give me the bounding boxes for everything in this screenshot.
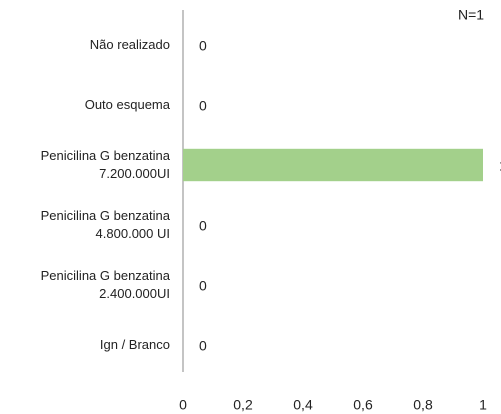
- y-tick-label: Penicilina G benzatina 4.800.000 UI: [40, 208, 170, 241]
- data-label: 0: [199, 98, 207, 114]
- bar: [183, 148, 483, 182]
- y-tick-label: Outo esquema: [84, 97, 170, 112]
- x-tick-label: 0,2: [233, 397, 253, 413]
- y-tick-label: Não realizado: [89, 37, 170, 52]
- data-label: 0: [199, 278, 207, 294]
- data-label: 0: [199, 38, 207, 54]
- y-tick-label: Penicilina G benzatina 2.400.000UI: [40, 268, 170, 301]
- y-tick-label: Penicilina G benzatina 7.200.000UI: [40, 148, 170, 181]
- y-tick-label: Ign / Branco: [99, 337, 170, 352]
- x-tick-label: 0: [179, 397, 187, 413]
- x-tick-label: 0,4: [293, 397, 313, 413]
- data-label: 0: [199, 338, 207, 354]
- x-tick-label: 1: [479, 397, 487, 413]
- data-label: 0: [199, 218, 207, 234]
- data-label: 1: [499, 158, 501, 174]
- x-tick-label: 0,6: [353, 397, 373, 413]
- annotation: N=1: [458, 7, 484, 23]
- x-tick-label: 0,8: [413, 397, 433, 413]
